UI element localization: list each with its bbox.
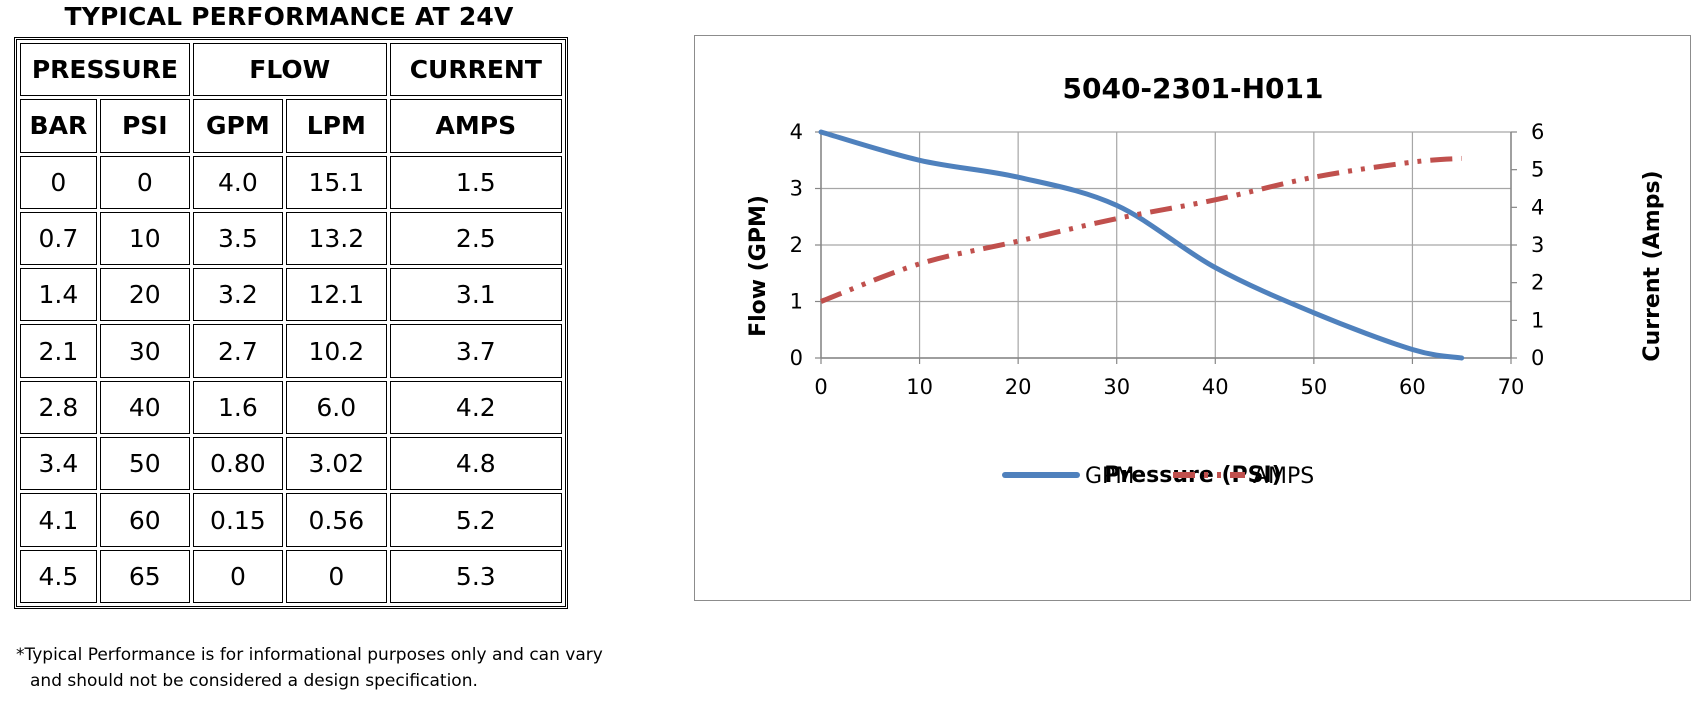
cell-lpm: 3.02 [285, 437, 387, 491]
cell-lpm: 10.2 [285, 324, 387, 378]
y2-tick-label: 2 [1531, 271, 1544, 295]
x-tick-label: 50 [1300, 375, 1327, 399]
y-tick-label: 4 [790, 120, 803, 144]
cell-bar: 3.4 [20, 437, 97, 491]
cell-bar: 1.4 [20, 268, 97, 322]
y2-tick-label: 3 [1531, 233, 1544, 257]
cell-amps: 2.5 [389, 211, 562, 266]
y-tick-label: 3 [790, 177, 803, 201]
series-line-amps [820, 155, 1462, 304]
header-amps: AMPS [389, 99, 562, 153]
cell-psi: 65 [99, 549, 190, 603]
cell-gpm: 0.15 [192, 493, 283, 547]
cell-bar: 4.1 [20, 493, 97, 547]
footnote: *Typical Performance is for informationa… [16, 642, 603, 694]
x-tick-label: 10 [906, 375, 933, 399]
header-lpm: LPM [285, 99, 387, 153]
cell-amps: 5.3 [389, 549, 562, 603]
y2-tick-label: 1 [1531, 308, 1544, 332]
y-tick-label: 2 [790, 233, 803, 257]
y2-tick-label: 6 [1531, 120, 1544, 144]
cell-bar: 2.1 [20, 324, 97, 378]
cell-psi: 10 [99, 211, 190, 266]
series-line-gpm [818, 129, 1465, 361]
table-row: 4.1 60 0.15 0.56 5.2 [20, 493, 562, 547]
cell-psi: 30 [99, 324, 190, 378]
y2-axis-label: Current (Amps) [1640, 170, 1665, 361]
cell-gpm: 4.0 [192, 155, 283, 209]
header-psi: PSI [99, 99, 190, 153]
y2-tick-label: 5 [1531, 158, 1544, 182]
cell-gpm: 3.5 [192, 211, 283, 266]
cell-amps: 1.5 [389, 155, 562, 209]
cell-bar: 4.5 [20, 549, 97, 603]
cell-bar: 0 [20, 155, 97, 209]
cell-lpm: 0 [285, 549, 387, 603]
y2-tick-label: 0 [1531, 346, 1544, 370]
table-row: 0 0 4.0 15.1 1.5 [20, 155, 562, 209]
performance-chart: 5040-2301-H011 0 10 20 30 40 50 60 700123401234… [746, 72, 1665, 489]
x-tick-label: 70 [1498, 375, 1525, 399]
table-title: TYPICAL PERFORMANCE AT 24V [64, 2, 514, 31]
cell-gpm: 1.6 [192, 380, 283, 435]
cell-gpm: 0 [192, 549, 283, 603]
cell-amps: 3.7 [389, 324, 562, 378]
cell-psi: 40 [99, 380, 190, 435]
header-gpm: GPM [192, 99, 283, 153]
header-current: CURRENT [389, 43, 562, 97]
footnote-line-1: *Typical Performance is for informationa… [16, 645, 603, 665]
x-tick-label: 0 [814, 375, 827, 399]
cell-bar: 2.8 [20, 380, 97, 435]
cell-lpm: 12.1 [285, 268, 387, 322]
chart-legend: GPM AMPS [1002, 464, 1314, 489]
cell-lpm: 6.0 [285, 380, 387, 435]
header-bar: BAR [20, 99, 97, 153]
cell-psi: 60 [99, 493, 190, 547]
table-row: 0.7 10 3.5 13.2 2.5 [20, 211, 562, 266]
cell-gpm: 0.80 [192, 437, 283, 491]
y-tick-label: 1 [790, 290, 803, 314]
chart-grid [820, 131, 1512, 359]
cell-lpm: 0.56 [285, 493, 387, 547]
chart-series [818, 129, 1465, 361]
sub-header-row: BAR PSI GPM LPM AMPS [20, 99, 562, 153]
performance-table: PRESSURE FLOW CURRENT BAR PSI GPM LPM AM… [14, 37, 568, 609]
cell-amps: 4.2 [389, 380, 562, 435]
cell-lpm: 15.1 [285, 155, 387, 209]
header-pressure: PRESSURE [20, 43, 190, 97]
cell-psi: 0 [99, 155, 190, 209]
cell-lpm: 13.2 [285, 211, 387, 266]
cell-gpm: 2.7 [192, 324, 283, 378]
x-tick-label: 40 [1202, 375, 1229, 399]
cell-bar: 0.7 [20, 211, 97, 266]
footnote-line-2: and should not be considered a design sp… [30, 671, 478, 691]
chart-frame: 5040-2301-H011 0 10 20 30 40 50 60 70 0 1 2 3 4 0 1 2 3 4… [694, 35, 1691, 601]
group-header-row: PRESSURE FLOW CURRENT [20, 43, 562, 97]
x-tick-label: 20 [1005, 375, 1032, 399]
chart-title: 5040-2301-H011 [1063, 72, 1324, 105]
y-tick-label: 0 [790, 346, 803, 370]
cell-amps: 3.1 [389, 268, 562, 322]
x-tick-label: 30 [1103, 375, 1130, 399]
cell-amps: 5.2 [389, 493, 562, 547]
cell-amps: 4.8 [389, 437, 562, 491]
table-row: 4.5 65 0 0 5.3 [20, 549, 562, 603]
cell-gpm: 3.2 [192, 268, 283, 322]
y2-tick-label: 4 [1531, 195, 1544, 219]
header-flow: FLOW [192, 43, 387, 97]
legend-label-amps: AMPS [1253, 464, 1314, 489]
x-tick-label: 60 [1399, 375, 1426, 399]
legend-label-gpm: GPM [1085, 464, 1134, 489]
cell-psi: 50 [99, 437, 190, 491]
table-row: 1.4 20 3.2 12.1 3.1 [20, 268, 562, 322]
cell-psi: 20 [99, 268, 190, 322]
y-axis-label: Flow (GPM) [746, 195, 771, 337]
table-row: 2.1 30 2.7 10.2 3.7 [20, 324, 562, 378]
table-row: 2.8 40 1.6 6.0 4.2 [20, 380, 562, 435]
table-row: 3.4 50 0.80 3.02 4.8 [20, 437, 562, 491]
